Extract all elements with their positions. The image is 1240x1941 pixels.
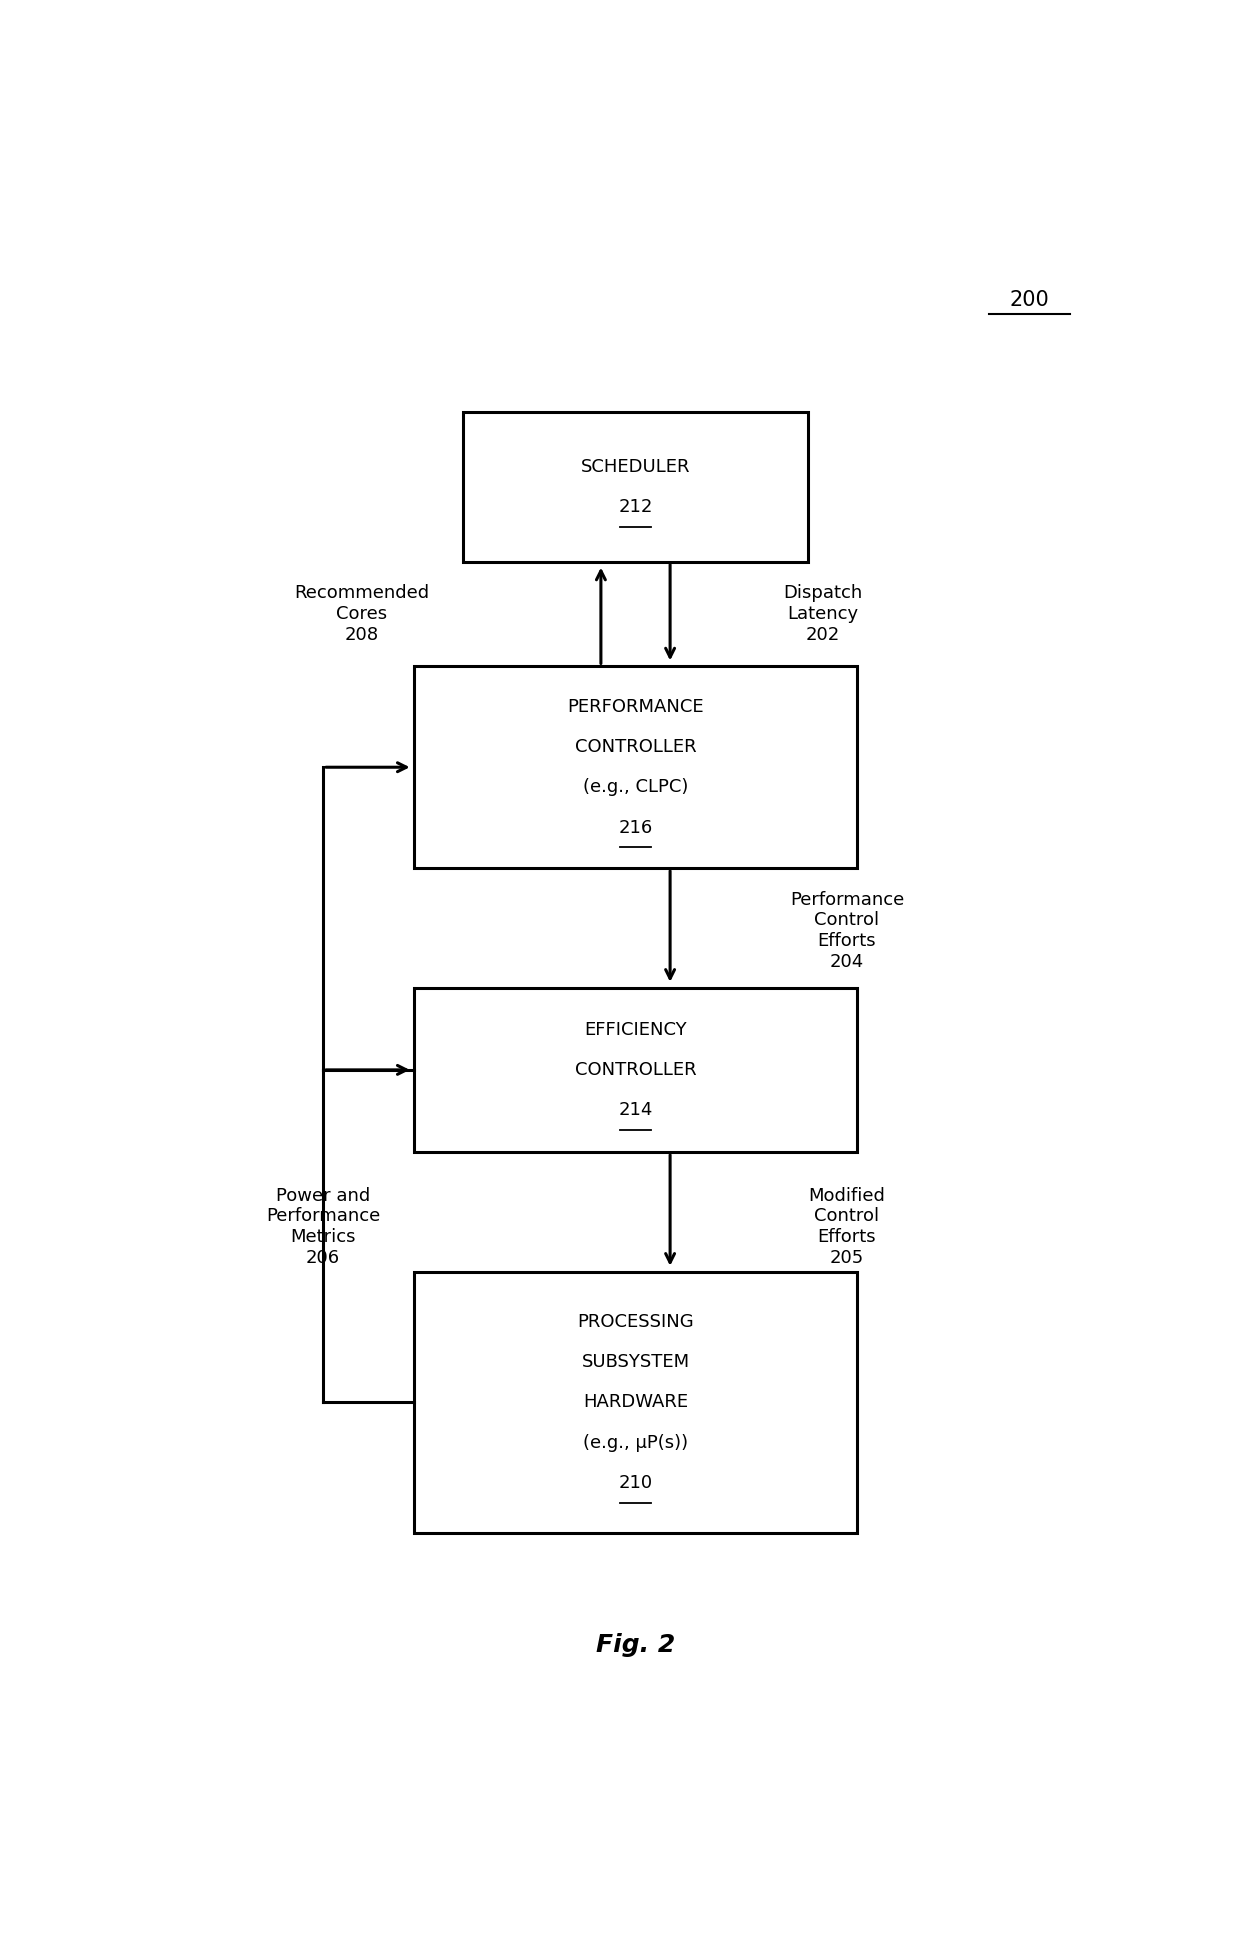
Text: Modified
Control
Efforts
205: Modified Control Efforts 205 xyxy=(808,1186,885,1267)
Text: Power and
Performance
Metrics
206: Power and Performance Metrics 206 xyxy=(267,1186,381,1267)
Text: Dispatch
Latency
202: Dispatch Latency 202 xyxy=(784,584,863,644)
Text: 210: 210 xyxy=(619,1473,652,1493)
Text: 212: 212 xyxy=(619,499,652,516)
Text: CONTROLLER: CONTROLLER xyxy=(574,738,697,757)
FancyBboxPatch shape xyxy=(463,411,808,561)
FancyBboxPatch shape xyxy=(414,988,857,1153)
Text: HARDWARE: HARDWARE xyxy=(583,1394,688,1411)
Text: EFFICIENCY: EFFICIENCY xyxy=(584,1021,687,1038)
Text: 214: 214 xyxy=(619,1101,652,1120)
FancyBboxPatch shape xyxy=(414,666,857,868)
Text: Fig. 2: Fig. 2 xyxy=(596,1632,675,1658)
Text: SCHEDULER: SCHEDULER xyxy=(580,458,691,476)
Text: (e.g., μP(s)): (e.g., μP(s)) xyxy=(583,1434,688,1452)
Text: (e.g., CLPC): (e.g., CLPC) xyxy=(583,778,688,796)
FancyBboxPatch shape xyxy=(414,1271,857,1533)
Text: Recommended
Cores
208: Recommended Cores 208 xyxy=(294,584,429,644)
Text: Performance
Control
Efforts
204: Performance Control Efforts 204 xyxy=(790,891,904,970)
Text: CONTROLLER: CONTROLLER xyxy=(574,1062,697,1079)
Text: PERFORMANCE: PERFORMANCE xyxy=(567,697,704,716)
Text: 200: 200 xyxy=(1009,289,1049,311)
Text: PROCESSING: PROCESSING xyxy=(577,1312,694,1332)
Text: SUBSYSTEM: SUBSYSTEM xyxy=(582,1353,689,1370)
Text: 216: 216 xyxy=(619,819,652,837)
